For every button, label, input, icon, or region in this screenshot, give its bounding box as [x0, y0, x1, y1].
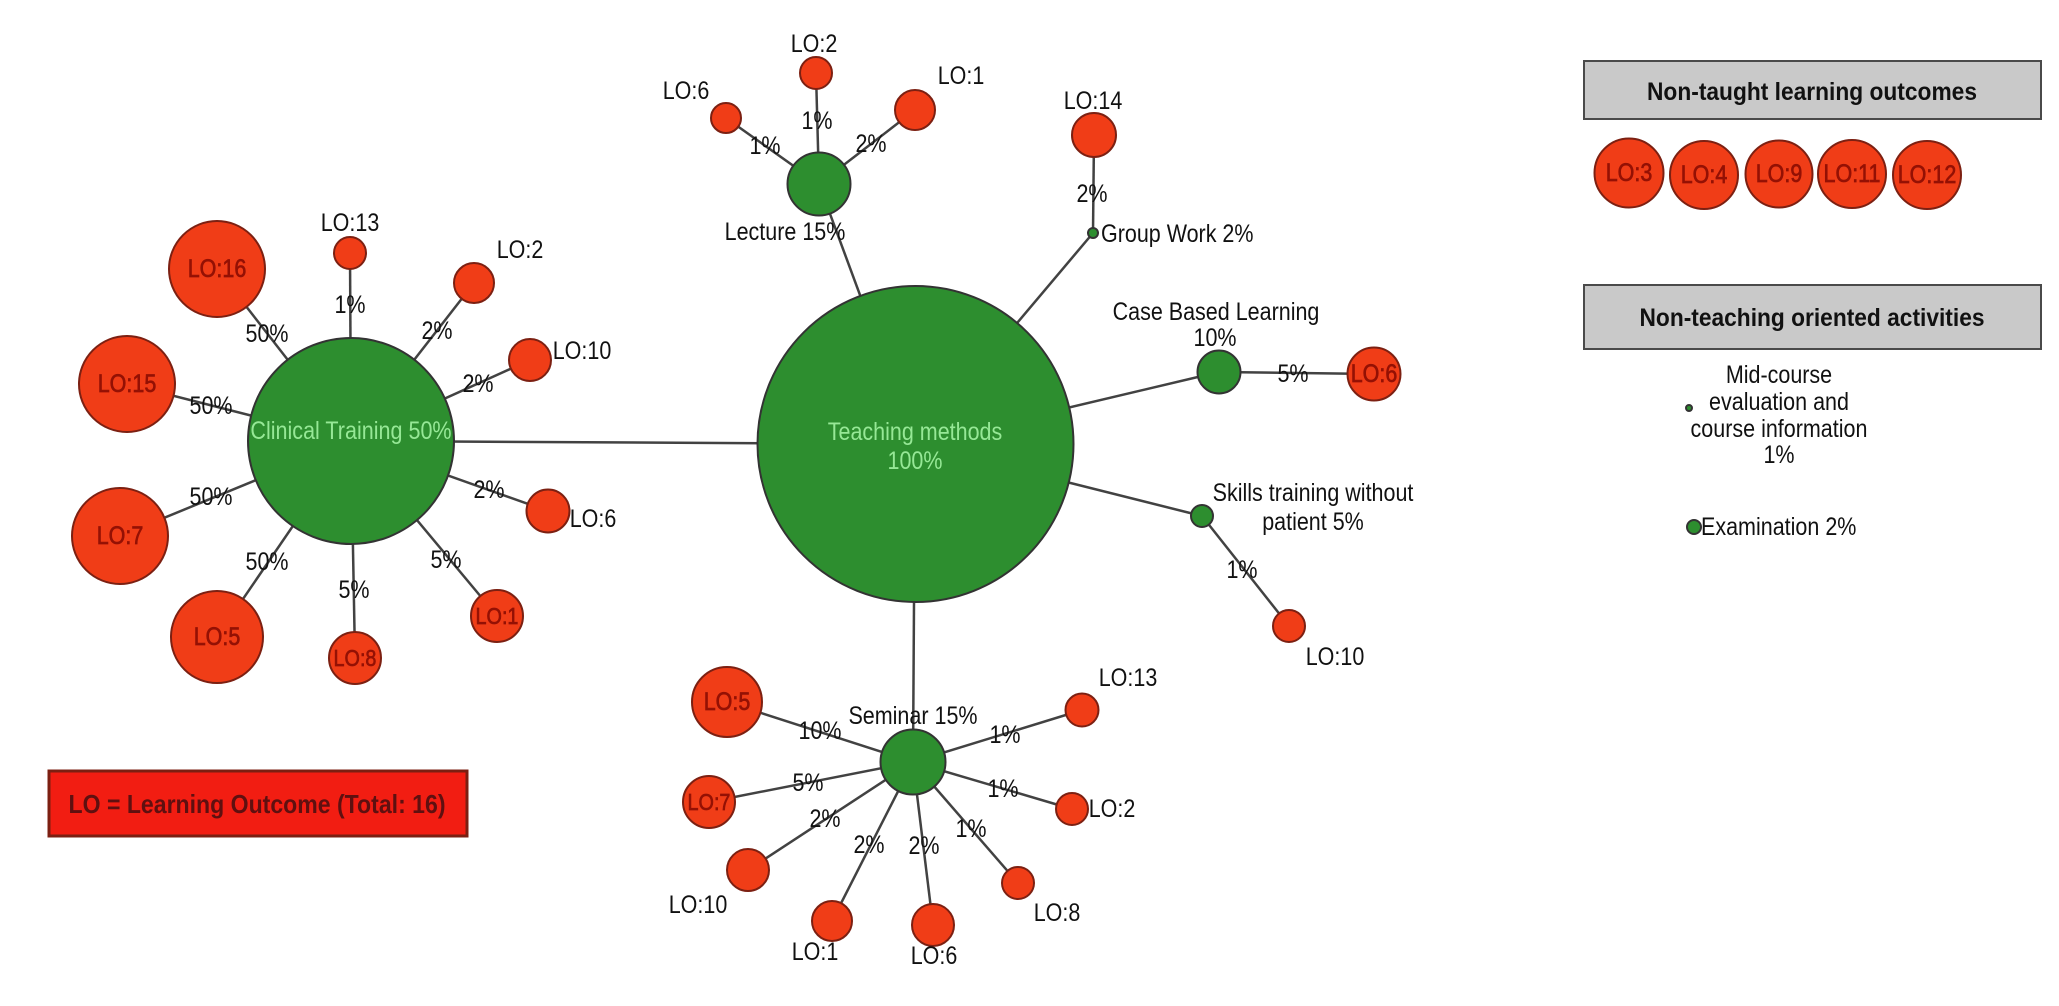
svg-text:Non-taught learning outcomes: Non-taught learning outcomes — [1647, 78, 1977, 106]
svg-text:LO:1: LO:1 — [938, 62, 985, 90]
svg-text:course information: course information — [1691, 415, 1868, 443]
svg-text:LO:7: LO:7 — [97, 522, 144, 550]
svg-text:Clinical Training 50%: Clinical Training 50% — [250, 417, 451, 445]
svg-text:1%: 1% — [989, 721, 1020, 749]
svg-text:patient 5%: patient 5% — [1262, 508, 1364, 536]
svg-text:1%: 1% — [334, 291, 365, 319]
svg-text:Seminar 15%: Seminar 15% — [848, 702, 977, 730]
svg-text:LO:8: LO:8 — [334, 645, 377, 671]
svg-text:2%: 2% — [809, 805, 840, 833]
svg-text:2%: 2% — [1076, 180, 1107, 208]
svg-text:Group Work 2%: Group Work 2% — [1101, 220, 1254, 248]
svg-text:50%: 50% — [190, 483, 233, 511]
svg-text:2%: 2% — [473, 476, 504, 504]
svg-text:LO:10: LO:10 — [1306, 643, 1365, 671]
svg-text:1%: 1% — [955, 815, 986, 843]
svg-text:LO:7: LO:7 — [688, 789, 731, 815]
svg-text:2%: 2% — [462, 370, 493, 398]
svg-text:Case Based Learning: Case Based Learning — [1113, 298, 1320, 326]
svg-text:Non-teaching oriented activiti: Non-teaching oriented activities — [1640, 304, 1985, 332]
svg-text:LO:14: LO:14 — [1064, 87, 1123, 115]
svg-text:5%: 5% — [338, 576, 369, 604]
svg-text:LO:13: LO:13 — [321, 209, 380, 237]
svg-text:Lecture 15%: Lecture 15% — [725, 218, 846, 246]
svg-text:50%: 50% — [190, 392, 233, 420]
svg-text:5%: 5% — [792, 769, 823, 797]
svg-text:LO:5: LO:5 — [704, 688, 751, 716]
svg-text:2%: 2% — [908, 832, 939, 860]
svg-text:1%: 1% — [987, 775, 1018, 803]
svg-text:LO = Learning Outcome (Total:: LO = Learning Outcome (Total: 16) — [69, 789, 446, 819]
svg-text:Teaching methods: Teaching methods — [828, 418, 1003, 446]
svg-text:2%: 2% — [853, 831, 884, 859]
svg-text:Mid-course: Mid-course — [1726, 361, 1832, 389]
svg-text:LO:9: LO:9 — [1756, 160, 1803, 188]
svg-text:100%: 100% — [888, 447, 943, 475]
svg-text:LO:3: LO:3 — [1606, 159, 1653, 187]
svg-text:LO:1: LO:1 — [792, 938, 839, 966]
svg-text:2%: 2% — [421, 317, 452, 345]
svg-text:LO:2: LO:2 — [497, 236, 544, 264]
svg-text:LO:10: LO:10 — [669, 891, 728, 919]
svg-text:LO:13: LO:13 — [1099, 664, 1158, 692]
svg-text:LO:1: LO:1 — [476, 603, 519, 629]
svg-text:5%: 5% — [1277, 360, 1308, 388]
svg-text:LO:16: LO:16 — [188, 255, 247, 283]
svg-text:50%: 50% — [246, 320, 289, 348]
svg-text:LO:8: LO:8 — [1034, 899, 1081, 927]
svg-text:LO:2: LO:2 — [1089, 795, 1136, 823]
svg-text:LO:11: LO:11 — [1824, 160, 1881, 188]
svg-text:LO:6: LO:6 — [663, 77, 710, 105]
svg-text:LO:6: LO:6 — [911, 942, 958, 970]
svg-text:evaluation and: evaluation and — [1709, 388, 1849, 416]
svg-text:50%: 50% — [246, 548, 289, 576]
svg-text:10%: 10% — [1194, 324, 1237, 352]
svg-text:Examination 2%: Examination 2% — [1701, 513, 1856, 541]
svg-text:Skills training without: Skills training without — [1213, 479, 1414, 507]
svg-text:LO:10: LO:10 — [553, 337, 612, 365]
svg-text:1%: 1% — [1226, 556, 1257, 584]
svg-text:LO:2: LO:2 — [791, 30, 838, 58]
svg-text:LO:6: LO:6 — [1351, 360, 1398, 388]
svg-text:2%: 2% — [855, 130, 886, 158]
svg-text:LO:5: LO:5 — [194, 623, 241, 651]
svg-text:1%: 1% — [749, 132, 780, 160]
svg-text:LO:4: LO:4 — [1681, 161, 1728, 189]
svg-text:LO:6: LO:6 — [570, 505, 617, 533]
svg-text:1%: 1% — [801, 107, 832, 135]
svg-text:LO:15: LO:15 — [98, 370, 157, 398]
svg-text:5%: 5% — [430, 546, 461, 574]
svg-text:LO:12: LO:12 — [1898, 161, 1957, 189]
svg-text:10%: 10% — [799, 717, 842, 745]
svg-text:1%: 1% — [1763, 441, 1794, 469]
